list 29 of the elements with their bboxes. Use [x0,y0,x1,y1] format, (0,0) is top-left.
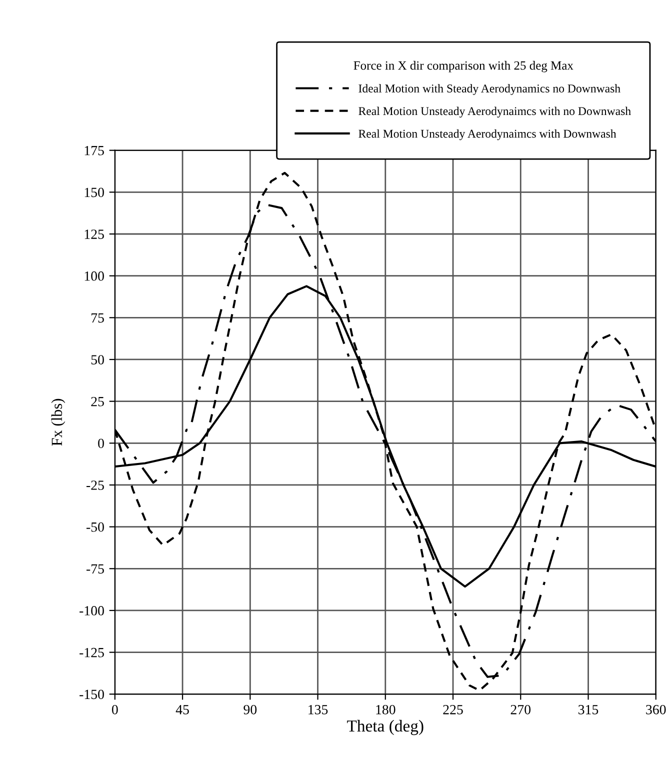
x-tick-label: 90 [244,704,257,714]
legend-label: Real Motion Unsteady Aerodynaimcs with Downwash [358,129,616,140]
y-tick-label: -125 [80,648,104,658]
y-tick-label: -150 [80,690,104,700]
y-tick-label: 25 [91,396,104,406]
x-tick-label: 315 [578,704,598,714]
x-tick-label: 135 [308,704,328,714]
y-tick-label: -75 [86,564,104,574]
y-axis-title: Fx (lbs) [51,398,66,446]
x-tick-label: 45 [176,705,189,714]
x-tick-label: 0 [112,704,118,714]
y-tick-label: -50 [86,522,104,532]
y-tick-label: 50 [91,355,104,364]
x-tick-label: 360 [646,704,666,714]
y-tick-label: -25 [86,480,104,490]
y-tick-label: 0 [98,438,104,448]
legend-title: Force in X dir comparison with 25 deg Max [354,60,574,72]
y-tick-label: 150 [84,188,104,198]
y-tick-label: -100 [80,606,104,616]
legend-label: Ideal Motion with Steady Aerodynamics no Downwash [358,84,620,95]
x-tick-label: 270 [510,704,531,714]
x-tick-label: 225 [443,704,463,714]
y-tick-label: 125 [84,230,104,239]
legend-label: Real Motion Unsteady Aerodynaimcs with no Downwash [358,106,631,118]
x-tick-label: 180 [376,704,396,714]
y-tick-label: 75 [92,313,104,323]
y-tick-label: 100 [84,271,104,281]
x-axis-title: Theta (deg) [347,720,424,736]
y-tick-label: 175 [84,146,104,156]
